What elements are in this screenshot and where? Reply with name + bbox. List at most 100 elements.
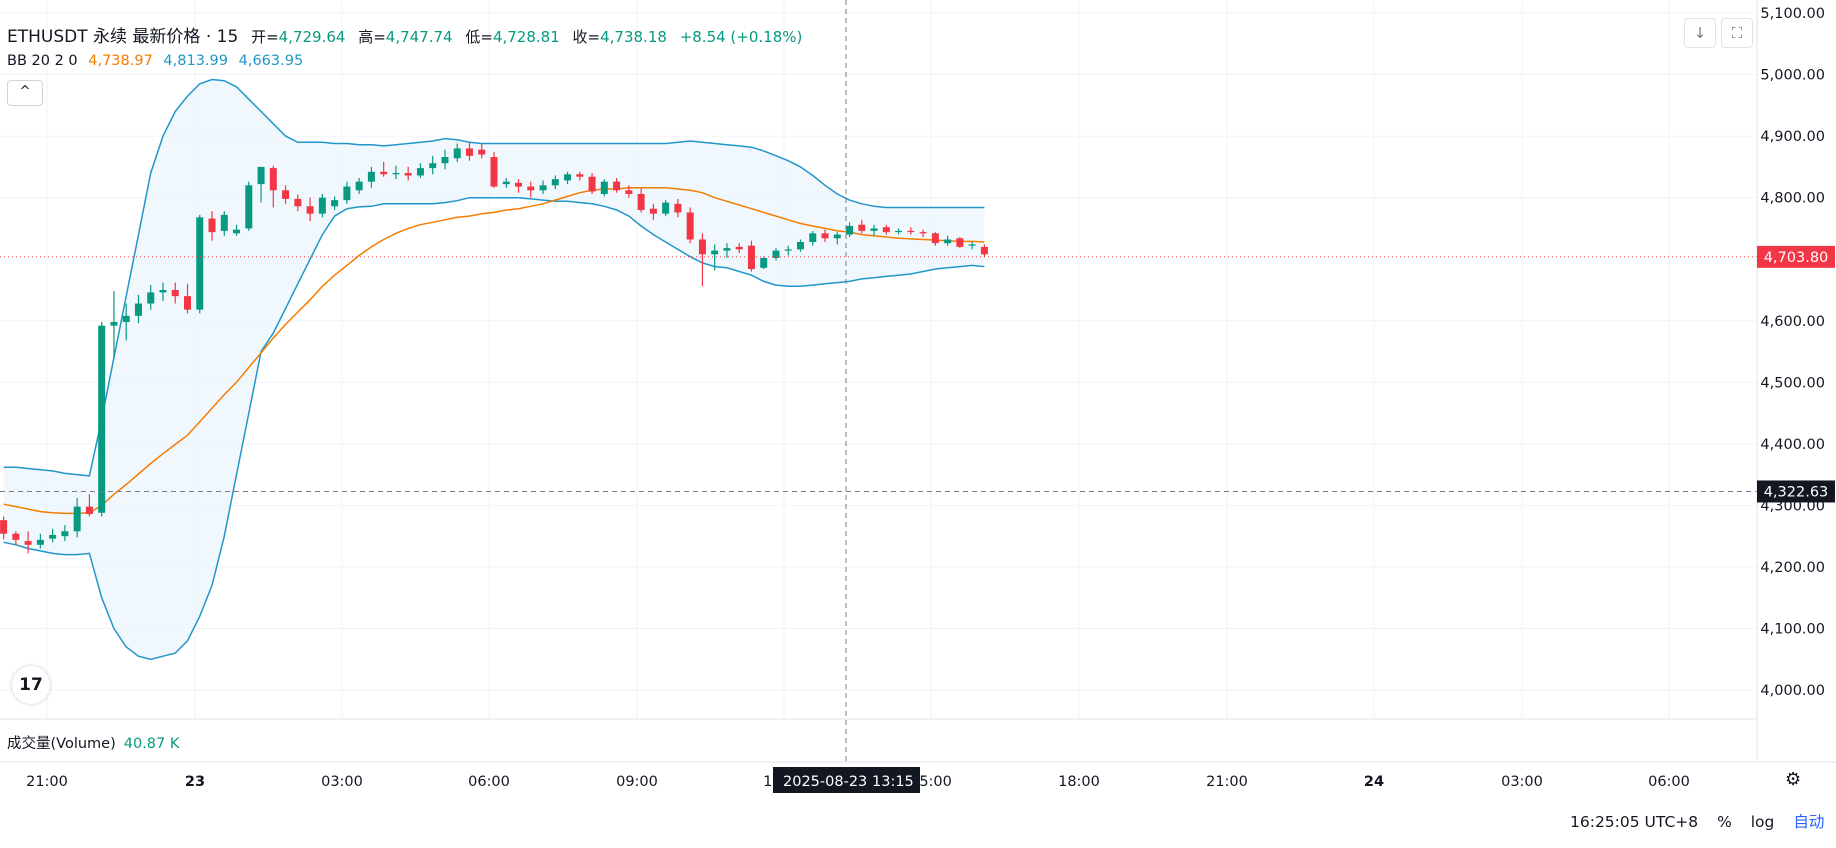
time-tick-label: 24 [1364,774,1384,790]
candle [882,224,890,235]
fullscreen-button[interactable]: ⛶ [1721,18,1753,48]
candle-body [85,506,93,515]
download-icon: ↓ [1693,24,1707,42]
candle-body [416,168,424,176]
symbol-legend[interactable]: ETHUSDT 永续 最新价格 · 15 开=4,729.64 高=4,747.… [7,22,802,47]
candle [0,516,8,540]
candle-body [453,148,461,159]
tradingview-logo-icon[interactable]: 17 [12,666,50,704]
candle-body [184,296,191,310]
candle-body [355,181,363,191]
candle [613,177,621,193]
candle [809,230,817,246]
candle-body [110,321,118,326]
candle-body [797,241,804,250]
candle-body [895,230,903,233]
candle [196,214,204,314]
price-tick-label: 4,900.00 [1760,129,1825,145]
candle-body [282,190,290,199]
low-label: 低= [465,28,493,46]
candle [294,194,302,212]
time-tick-label: 21:00 [26,774,68,790]
change-value: +8.54 (+0.18%) [679,28,803,46]
candle [686,207,694,244]
time-tick-label: 15:00 [910,774,952,790]
bb-indicator-name[interactable]: BB 20 2 0 [7,53,78,69]
crosshair-price-value: 4,322.63 [1764,484,1829,500]
candle [600,179,608,197]
candle [551,175,559,190]
settings-icon[interactable]: ⚙ [1785,769,1802,790]
candle [944,235,952,246]
crosshair-price-label: 4,322.63 [1757,480,1835,503]
candle [662,200,670,217]
candle [772,248,780,261]
candle-body [600,181,608,194]
auto-scale-toggle[interactable]: 自动 [1793,813,1825,831]
bb-indicator-legend[interactable]: BB 20 2 0 4,738.97 4,813.99 4,663.95 [7,53,303,69]
close-label: 收= [572,28,601,46]
price-tick-label: 4,200.00 [1760,560,1825,576]
bb-lower-line [3,196,985,661]
candle [110,291,118,359]
candle [931,232,939,246]
candle [220,211,228,236]
percent-toggle[interactable]: % [1717,813,1732,831]
candle [919,229,927,238]
candle-body [858,224,866,231]
candle-body [306,206,314,214]
candle [588,173,596,194]
candle [380,161,388,177]
candle [404,166,412,181]
symbol-title[interactable]: ETHUSDT 永续 最新价格 · 15 [7,27,239,47]
candle [649,203,657,220]
candle-body [649,208,657,214]
candle-body [367,171,375,182]
candle-body [465,148,473,156]
download-button[interactable]: ↓ [1684,18,1716,48]
candle-body [61,531,69,537]
candle [245,181,253,231]
candle [564,171,572,185]
time-tick-label: 06:00 [468,774,510,790]
candle [331,196,339,210]
candle [968,241,976,250]
candle-body [159,289,167,293]
candle-body [870,228,878,231]
candle-body [637,193,645,210]
candle [858,219,866,234]
candle-body [772,250,780,258]
candle-body [821,233,829,239]
candle-body [269,168,277,191]
candle [478,143,486,159]
collapse-legend-button[interactable]: ^ [7,80,43,106]
volume-legend[interactable]: 成交量(Volume) 40.87 K [7,732,179,753]
log-toggle[interactable]: log [1750,813,1775,831]
candle-body [257,166,265,185]
candle-body [576,174,584,177]
candle [625,185,633,198]
candle [233,224,241,236]
time-tick-label: 06:00 [1648,774,1690,790]
close-value: 4,738.18 [600,28,667,46]
candle [465,142,473,161]
candle-body [527,186,535,191]
candle [269,165,277,208]
candle-body [490,157,498,187]
open-value: 4,729.64 [278,28,346,46]
candle-body [711,250,719,255]
candle [735,243,743,254]
candle-body [747,245,755,270]
candle-body [784,249,792,251]
candle [784,245,792,256]
candle [343,181,351,204]
low-value: 4,728.81 [492,28,560,46]
price-axis[interactable]: 5,100.005,000.004,900.004,800.004,700.00… [1760,6,1825,699]
candle-body [613,181,621,191]
candle-body [404,173,412,176]
candle-body [343,186,351,201]
candle [159,282,167,302]
candle [895,228,903,235]
